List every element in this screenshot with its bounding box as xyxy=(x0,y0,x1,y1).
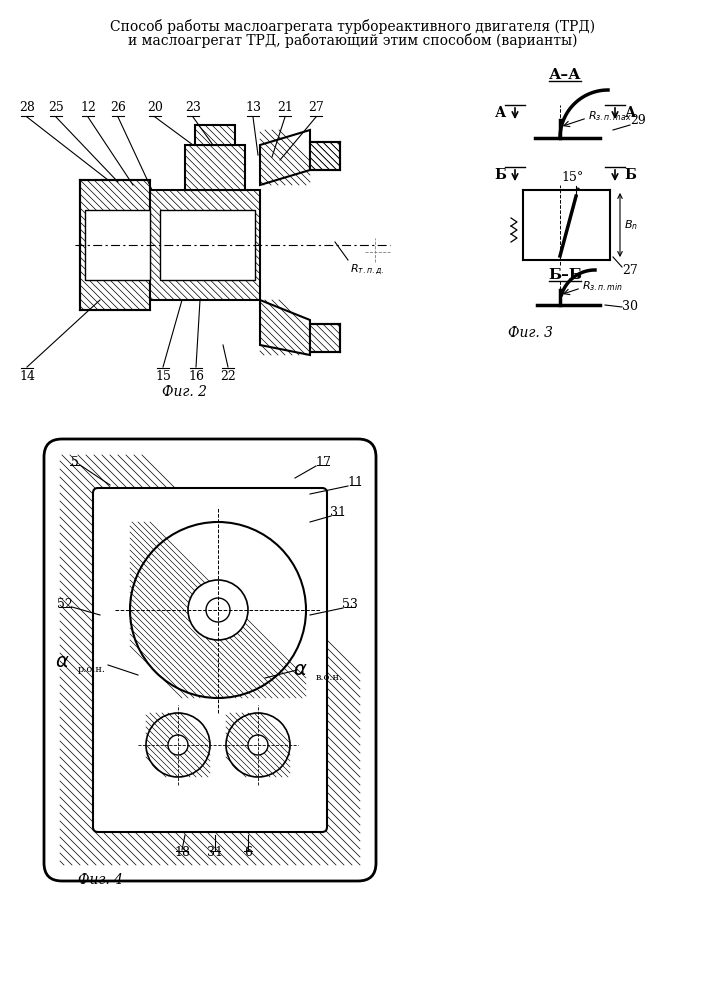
Text: 12: 12 xyxy=(80,101,96,114)
Text: 15°: 15° xyxy=(562,171,584,184)
Circle shape xyxy=(130,522,306,698)
Circle shape xyxy=(206,598,230,622)
Text: А–А: А–А xyxy=(549,68,581,82)
FancyBboxPatch shape xyxy=(44,439,376,881)
Text: 26: 26 xyxy=(110,101,126,114)
Text: Б–Б: Б–Б xyxy=(548,268,582,282)
Polygon shape xyxy=(310,142,340,170)
Text: 15: 15 xyxy=(155,370,171,383)
Text: Фиг. 2: Фиг. 2 xyxy=(163,385,207,399)
Text: 27: 27 xyxy=(622,263,638,276)
Polygon shape xyxy=(160,210,255,280)
Text: 22: 22 xyxy=(220,370,236,383)
Polygon shape xyxy=(310,324,340,352)
Text: $R_{з.п.min}$: $R_{з.п.min}$ xyxy=(582,279,623,293)
Polygon shape xyxy=(85,210,150,280)
Text: 23: 23 xyxy=(185,101,201,114)
Text: 14: 14 xyxy=(19,370,35,383)
Text: 30: 30 xyxy=(622,300,638,314)
Text: 16: 16 xyxy=(188,370,204,383)
Text: $B_n$: $B_n$ xyxy=(624,218,638,232)
Text: А: А xyxy=(624,106,636,120)
Polygon shape xyxy=(185,145,245,190)
Circle shape xyxy=(168,735,188,755)
Text: 21: 21 xyxy=(277,101,293,114)
Text: 18: 18 xyxy=(174,846,190,859)
Text: 13: 13 xyxy=(245,101,261,114)
Text: 25: 25 xyxy=(48,101,64,114)
Text: 31: 31 xyxy=(330,506,346,520)
Text: 28: 28 xyxy=(19,101,35,114)
Polygon shape xyxy=(195,125,235,145)
Text: 31: 31 xyxy=(207,846,223,859)
Text: 27: 27 xyxy=(308,101,324,114)
Circle shape xyxy=(188,580,248,640)
Text: $\alpha$: $\alpha$ xyxy=(54,653,69,671)
Text: Фиг. 3: Фиг. 3 xyxy=(508,326,552,340)
Circle shape xyxy=(248,735,268,755)
Text: 17: 17 xyxy=(315,456,331,470)
Text: А: А xyxy=(494,106,506,120)
Text: 52: 52 xyxy=(57,598,73,611)
Circle shape xyxy=(146,713,210,777)
Text: 11: 11 xyxy=(347,477,363,489)
Polygon shape xyxy=(150,190,260,300)
Text: $R_{з.п.max}$: $R_{з.п.max}$ xyxy=(588,109,632,123)
FancyBboxPatch shape xyxy=(93,488,327,832)
Text: Б: Б xyxy=(494,168,506,182)
Polygon shape xyxy=(80,180,150,310)
Text: $\alpha$: $\alpha$ xyxy=(293,661,308,679)
Text: 5: 5 xyxy=(71,456,79,470)
Polygon shape xyxy=(260,130,310,185)
Text: 29: 29 xyxy=(630,114,646,127)
Text: Фиг. 4: Фиг. 4 xyxy=(78,873,122,887)
Text: 20: 20 xyxy=(147,101,163,114)
Text: в.о.н.: в.о.н. xyxy=(316,674,343,682)
Text: $R_{т.п.д.}$: $R_{т.п.д.}$ xyxy=(350,263,385,277)
Text: 6: 6 xyxy=(244,846,252,859)
Text: Б: Б xyxy=(624,168,636,182)
Circle shape xyxy=(226,713,290,777)
Text: р.о.н.: р.о.н. xyxy=(78,666,106,674)
Text: Способ работы маслоагрегата турбореактивного двигателя (ТРД): Способ работы маслоагрегата турбореактив… xyxy=(110,18,595,33)
Polygon shape xyxy=(260,300,310,355)
Text: 53: 53 xyxy=(342,598,358,611)
Text: и маслоагрегат ТРД, работающий этим способом (варианты): и маслоагрегат ТРД, работающий этим спос… xyxy=(128,32,578,47)
